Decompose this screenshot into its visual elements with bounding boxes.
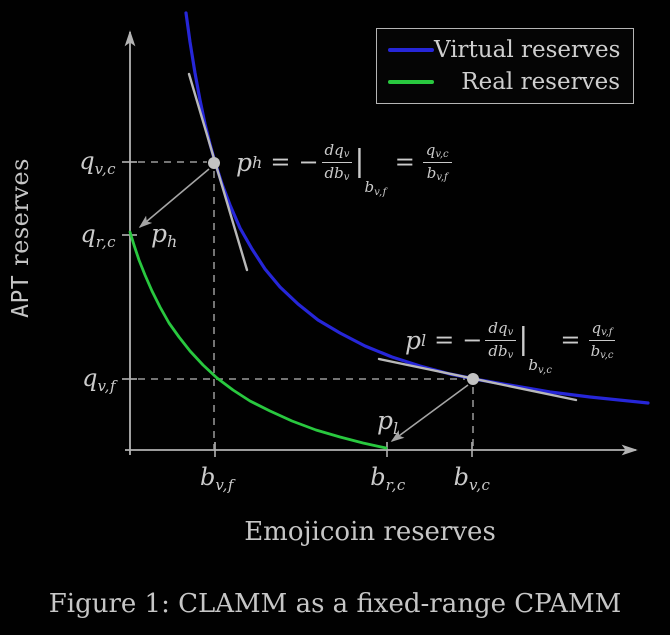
pl-formula-dnum: dq xyxy=(488,318,508,337)
x-tick-label-bvc-sub: v,c xyxy=(469,476,491,494)
figure-caption: Figure 1: CLAMM as a fixed-range CPAMM xyxy=(48,589,622,619)
pl-formula-dnum-sub: v xyxy=(507,326,514,338)
real-reserves-curve xyxy=(128,230,388,450)
x-tick-label-brc-base: b xyxy=(370,463,386,491)
pl-arrow-label-base: p xyxy=(377,406,394,435)
ph-formula-at-subscript: bv,f xyxy=(365,178,387,198)
virtual-reserves-line-icon xyxy=(388,48,434,52)
ph-formula-at-sub: v,f xyxy=(374,187,387,198)
y-tick-label-qrc: qr,c xyxy=(38,220,116,251)
ph-formula-minus: − xyxy=(298,148,319,176)
pl-formula-rnum: q xyxy=(591,318,602,337)
pl-formula-lhs-sub: l xyxy=(421,330,427,350)
y-axis-title-reserves: reserves xyxy=(6,158,34,266)
legend-label-real: Real reserves xyxy=(461,69,620,95)
ph-formula-evaluated-at-bar: | xyxy=(354,143,365,179)
pl-formula-at-base: b xyxy=(528,356,538,374)
x-axis-title: Emojicoin reserves xyxy=(244,517,496,547)
y-tick-label-qvc-sub: v,c xyxy=(94,160,116,178)
x-tick-label-bvf: bv,f xyxy=(175,463,259,494)
ph-arrow-label: ph xyxy=(151,219,177,251)
y-tick-label-qvf: qv,f xyxy=(38,364,116,395)
pl-point xyxy=(467,373,479,385)
ph-formula-lhs-sub: h xyxy=(252,152,263,172)
ph-formula-dnum: dq xyxy=(324,140,344,159)
ph-point xyxy=(208,157,220,169)
pl-formula-at-sub: v,c xyxy=(537,365,553,376)
pl-formula-minus: − xyxy=(462,326,483,354)
pl-formula-equals: = xyxy=(434,326,455,354)
pl-arrow-label: pl xyxy=(377,406,398,438)
legend: Virtual reserves Real reserves xyxy=(376,28,634,104)
legend-label-virtual: Virtual reserves xyxy=(434,37,621,63)
legend-entry-virtual: Virtual reserves xyxy=(388,37,620,63)
y-tick-label-qvf-sub: v,f xyxy=(97,377,116,395)
ph-formula-dden-sub: v xyxy=(343,171,350,183)
pl-formula-dden-sub: v xyxy=(507,349,514,361)
x-tick-label-brc: br,c xyxy=(346,463,430,494)
pl-formula-evaluated-at-bar: | xyxy=(518,321,529,357)
y-axis-title-apt: APT xyxy=(8,274,34,318)
y-tick-label-qrc-base: q xyxy=(80,220,96,248)
ph-arrow-label-sub: h xyxy=(167,232,178,251)
pl-formula-derivative-fraction: dqv dbv xyxy=(485,318,517,362)
x-tick-label-bvf-sub: v,f xyxy=(215,476,234,494)
ph-formula-at-base: b xyxy=(364,178,375,196)
pl-formula-at-subscript: bv,c xyxy=(528,356,552,376)
x-tick-label-bvc: bv,c xyxy=(430,463,514,494)
ph-arrow xyxy=(138,168,210,229)
pl-formula-rnum-sub: v,f xyxy=(601,326,613,338)
real-reserves-line-icon xyxy=(388,80,434,84)
ph-formula-rden-sub: v,f xyxy=(436,171,448,183)
ph-formula-ratio-fraction: qv,c bv,f xyxy=(422,140,452,184)
y-axis-title: APT reserves xyxy=(6,132,34,344)
legend-entry-real: Real reserves xyxy=(388,69,620,95)
x-tick-label-bvc-base: b xyxy=(453,463,469,491)
pl-formula-rden: b xyxy=(590,341,601,360)
pl-formula-ratio-fraction: qv,f bv,c xyxy=(588,318,616,362)
ph-arrow-label-base: p xyxy=(151,219,168,248)
x-tick-label-bvf-base: b xyxy=(200,463,216,491)
ph-formula-rnum: q xyxy=(425,140,436,159)
ph-formula-rnum-sub: v,c xyxy=(435,148,449,160)
x-tick-label-brc-sub: r,c xyxy=(385,476,406,494)
ph-formula-dden: db xyxy=(324,163,344,182)
y-tick-label-qvc: qv,c xyxy=(38,147,116,178)
pl-formula-rden-sub: v,c xyxy=(600,349,614,361)
pl-formula-equals-2: = xyxy=(560,326,581,354)
ph-formula-rden: b xyxy=(426,163,437,182)
y-tick-label-qvf-base: q xyxy=(82,364,98,392)
ph-formula-equals-2: = xyxy=(394,148,415,176)
tangent-line-ph xyxy=(187,72,249,272)
pl-formula-dden: db xyxy=(488,341,508,360)
y-tick-label-qrc-sub: r,c xyxy=(95,233,116,251)
ph-formula-derivative-fraction: dqv dbv xyxy=(321,140,353,184)
ph-formula-equals: = xyxy=(270,148,291,176)
pl-arrow-label-sub: l xyxy=(393,419,399,438)
pl-arrow xyxy=(390,384,469,442)
y-tick-label-qvc-base: q xyxy=(79,147,95,175)
pl-formula-lhs: p xyxy=(405,325,422,355)
ph-formula-lhs: p xyxy=(236,147,253,177)
ph-formula-dnum-sub: v xyxy=(343,148,350,160)
